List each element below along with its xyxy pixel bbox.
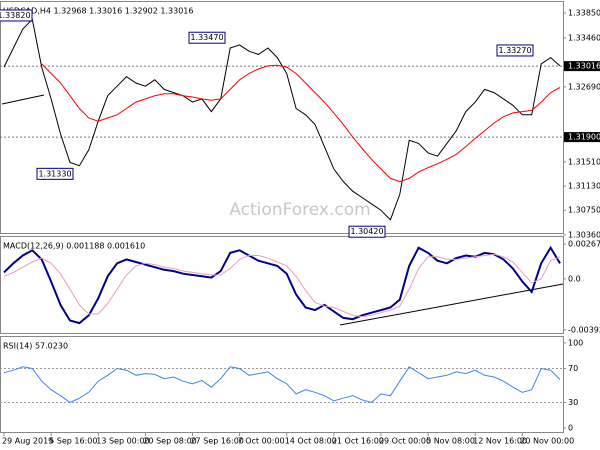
x-tick-label: 7 Oct 00:00 [238, 437, 285, 446]
y-tick-label: 1.31130 [568, 182, 600, 191]
x-tick-label: 14 Oct 08:00 [285, 437, 337, 446]
x-tick-label: 5 Nov 08:00 [426, 437, 475, 446]
series-line [3, 253, 561, 318]
y-tick-label: 0.0 [568, 274, 581, 283]
trend-line [339, 283, 564, 326]
x-tick-label: 29 Oct 00:00 [379, 437, 431, 446]
x-tick-label: 5 Sep 16:00 [49, 437, 97, 446]
x-tick-label: 20 Nov 00:00 [520, 437, 574, 446]
annotation-label: 1.33470 [190, 33, 223, 42]
level-label: 1.33016 [568, 62, 600, 71]
x-tick-label: 27 Sep 16:00 [190, 437, 243, 446]
annotation-label: 1.33270 [498, 46, 531, 55]
annotation-box [348, 225, 386, 238]
annotation-label: 1.33820 [0, 11, 31, 20]
y-tick-label: 1.30750 [568, 206, 600, 215]
y-tick-label: 70 [568, 364, 578, 373]
series-line [3, 366, 561, 404]
series-line [3, 18, 561, 221]
y-tick-label: 1.31510 [568, 157, 600, 166]
watermark: ActionForex.com [229, 200, 370, 220]
y-tick-label: 0.002671 [568, 240, 600, 249]
x-tick-label: 29 Aug 2019 [2, 437, 53, 446]
annotation-box [36, 167, 74, 180]
x-tick-label: 13 Sep 00:00 [96, 437, 149, 446]
level-box [564, 61, 600, 72]
y-tick-label: 1.33460 [568, 33, 600, 42]
series-line [41, 63, 561, 183]
level-label: 1.31900 [568, 133, 600, 142]
panel-title: RSI(14) 57.0230 [3, 342, 68, 351]
y-tick-label: 1.32690 [568, 82, 600, 91]
y-tick-label: 1.30360 [568, 231, 600, 240]
trend-line [1, 94, 45, 105]
x-tick-label: 21 Oct 16:00 [332, 437, 384, 446]
annotation-label: 1.31330 [38, 169, 71, 178]
y-tick-label: 30 [568, 398, 578, 407]
x-tick-label: 20 Sep 08:00 [143, 437, 196, 446]
x-tick-label: 12 Nov 16:00 [473, 437, 527, 446]
y-tick-label: -0.003922 [568, 325, 600, 334]
annotation-label: 1.30420 [350, 227, 383, 236]
price-panel [0, 1, 564, 234]
y-tick-label: 0 [568, 424, 573, 433]
series-line [3, 245, 561, 325]
annotation-box [496, 44, 534, 57]
panel-title: USDCAD,H4 1.32968 1.33016 1.32902 1.3301… [3, 7, 193, 16]
rsi-panel [0, 336, 564, 433]
macd-panel [0, 236, 564, 334]
level-box [564, 132, 600, 143]
annotation-box [0, 9, 33, 22]
y-tick-label: 1.33850 [568, 9, 600, 18]
panel-title: MACD(12,26,9) 0.001188 0.001610 [3, 242, 145, 251]
annotation-box [188, 31, 226, 44]
y-tick-label: 100 [568, 338, 583, 347]
